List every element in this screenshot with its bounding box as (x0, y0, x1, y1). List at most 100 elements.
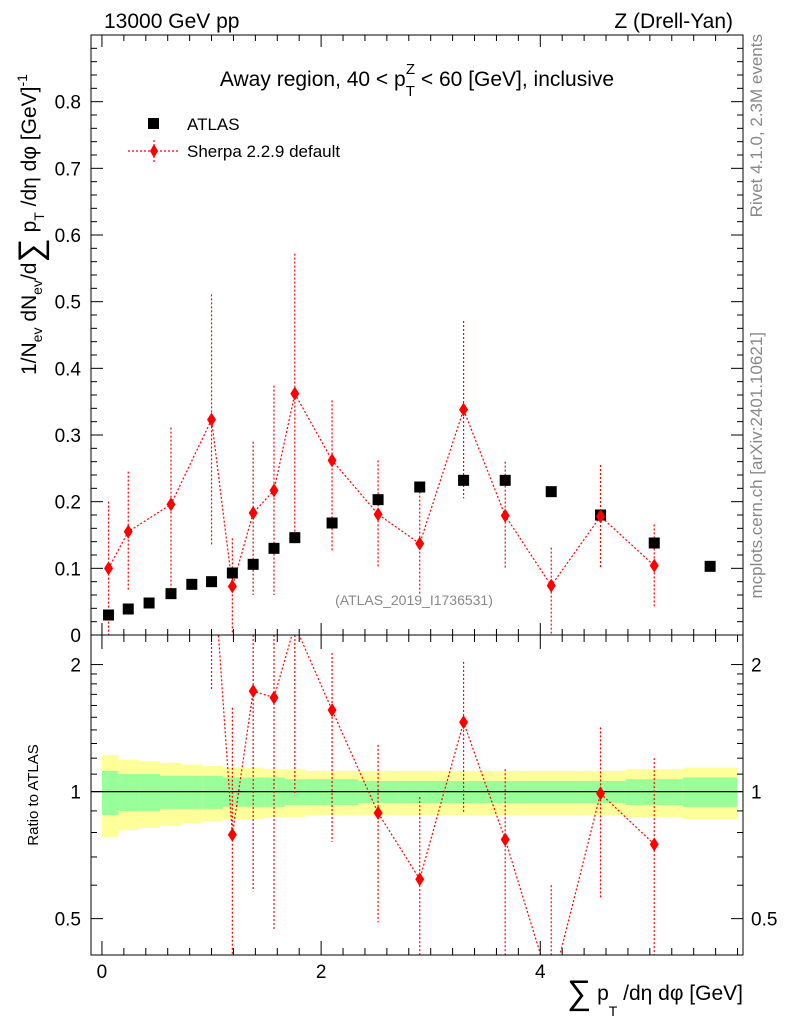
main-y-label: 1/Nev dNev/d∑ pT /dη dφ [GeV]-1 (12, 74, 50, 375)
main-y-tick-label: 0.4 (55, 359, 82, 380)
ylabel-sum: ∑ (12, 238, 50, 262)
atlas-data-point (186, 578, 198, 590)
ratio-stat-uncertainty-band (160, 775, 182, 809)
xlabel-a-sub: T (609, 1003, 618, 1019)
sherpa-data-point (459, 402, 469, 417)
ratio-sherpa-point (596, 786, 606, 801)
ratio-stat-uncertainty-band (101, 770, 119, 816)
atlas-data-point (545, 486, 557, 498)
main-y-tick-label: 0.6 (55, 226, 81, 247)
ratio-sherpa-point (649, 837, 659, 852)
ylabel-c: /d (18, 263, 41, 281)
legend-atlas-label: ATLAS (187, 115, 240, 134)
atlas-data-point (414, 481, 426, 493)
legend-sherpa-marker (150, 144, 158, 158)
ratio-sherpa-point (269, 690, 279, 705)
main-y-tick-label: 0.7 (55, 159, 81, 180)
sherpa-data-point (248, 506, 258, 520)
ratio-y-tick-label-right: 0.5 (751, 910, 777, 931)
x-axis-label: ∑ pT /dη dφ [GeV] (567, 974, 743, 1019)
atlas-data-point (165, 588, 177, 600)
sherpa-data-point (500, 508, 510, 523)
atlas-data-point (499, 474, 511, 486)
header-left: 13000 GeV pp (104, 10, 239, 33)
atlas-data-point (458, 474, 470, 486)
main-y-tick-label: 0.3 (55, 426, 81, 447)
ratio-y-tick-label: 2 (70, 656, 81, 677)
ylabel-d: p (18, 221, 41, 239)
atlas-data-point (372, 494, 384, 506)
ylabel-a: 1/N (18, 342, 41, 375)
ratio-y-tick-label-right: 1 (751, 783, 762, 804)
atlas-data-point (326, 517, 338, 529)
ylabel-b: dN (18, 295, 41, 328)
main-title-a: Away region, 40 < p (220, 68, 406, 91)
header-right: Z (Drell-Yan) (614, 10, 733, 33)
ratio-sherpa-point (373, 805, 383, 820)
ratio-stat-uncertainty-band (202, 775, 223, 809)
main-title-sup: Z (406, 61, 415, 78)
atlas-data-point (268, 542, 280, 554)
ratio-plot-area (91, 635, 743, 955)
sherpa-data-point (327, 453, 337, 468)
ratio-sherpa-point (327, 703, 337, 718)
ylabel-e-sup: -1 (14, 74, 30, 87)
ratio-x-tick-label: 2 (316, 962, 327, 983)
main-y-tick-label: 0.2 (55, 493, 81, 514)
sherpa-data-point (166, 497, 176, 512)
main-y-axis: 0 0.1 0.2 0.3 0.4 0.5 0.6 0.7 0.8 (55, 35, 743, 647)
ratio-sherpa-point (500, 832, 510, 847)
main-title-b: < 60 [GeV], inclusive (415, 68, 614, 91)
ratio-stat-uncertainty-band (118, 774, 140, 811)
ratio-y-tick-label-right: 2 (751, 656, 762, 677)
legend-sherpa-label: Sherpa 2.2.9 default (187, 142, 340, 161)
mcplots-label: mcplots.cern.ch [arXiv:2401.10621] (747, 332, 766, 598)
ylabel-d-sub: T (31, 212, 47, 221)
atlas-data-point (103, 609, 115, 621)
atlas-data-point (226, 567, 238, 579)
sherpa-series-line (108, 391, 655, 587)
sherpa-data-point (227, 579, 237, 594)
atlas-data-point (648, 537, 660, 549)
ratio-x-tick-label: 0 (97, 962, 108, 983)
ylabel-e: /dη dφ [GeV] (18, 87, 41, 213)
main-y-tick-label: 0.5 (55, 293, 81, 314)
ratio-sherpa-point (248, 684, 258, 699)
main-y-tick-label: 0 (70, 626, 81, 647)
atlas-data-point (143, 597, 155, 609)
ratio-y-tick-label: 0.5 (55, 910, 81, 931)
ratio-x-axis: 0 2 4 (97, 635, 739, 983)
atlas-data-point (122, 603, 134, 615)
ratio-stat-uncertainty-band (181, 775, 203, 809)
sherpa-data-point (546, 578, 556, 593)
svg-text:1/Nev dNev/d∑ pT /dη dφ [GeV]: 1/Nev dNev/d∑ pT /dη dφ [GeV]-1 (12, 74, 50, 375)
main-y-tick-label: 0.8 (55, 93, 81, 114)
xlabel-sum: ∑ (567, 974, 591, 1012)
atlas-data-point (704, 560, 716, 572)
atlas-data-point (206, 576, 218, 588)
legend-atlas-marker (148, 118, 159, 129)
sherpa-data-point (104, 561, 114, 576)
xlabel-b: /dη dφ [GeV] (617, 982, 743, 1005)
ratio-y-axis: 0.5 0.5 1 1 2 2 (55, 656, 778, 931)
ratio-stat-uncertainty-band (139, 774, 161, 811)
main-y-tick-label: 0.1 (55, 559, 81, 580)
sherpa-data-point (373, 507, 383, 522)
rivet-label: Rivet 4.1.0, 2.3M events (747, 34, 766, 217)
ratio-sherpa-point (227, 827, 237, 842)
atlas-data-point (247, 558, 259, 570)
sherpa-data-point (290, 386, 300, 401)
sherpa-data-point (123, 524, 133, 539)
ratio-sherpa-point (459, 715, 469, 730)
sherpa-data-point (596, 509, 606, 524)
analysis-watermark: (ATLAS_2019_I1736531) (335, 592, 493, 608)
ratio-y-label: Ratio to ATLAS (25, 744, 42, 845)
xlabel-a: p (591, 982, 609, 1005)
ratio-sherpa-point (415, 872, 425, 887)
sherpa-data-point (207, 412, 217, 427)
main-title: Away region, 40 < pTZ < 60 [GeV], inclus… (220, 61, 614, 100)
main-title-sub: T (406, 83, 415, 100)
ylabel-a-sub: ev (29, 328, 45, 343)
ylabel-b-sub: ev (29, 280, 45, 295)
